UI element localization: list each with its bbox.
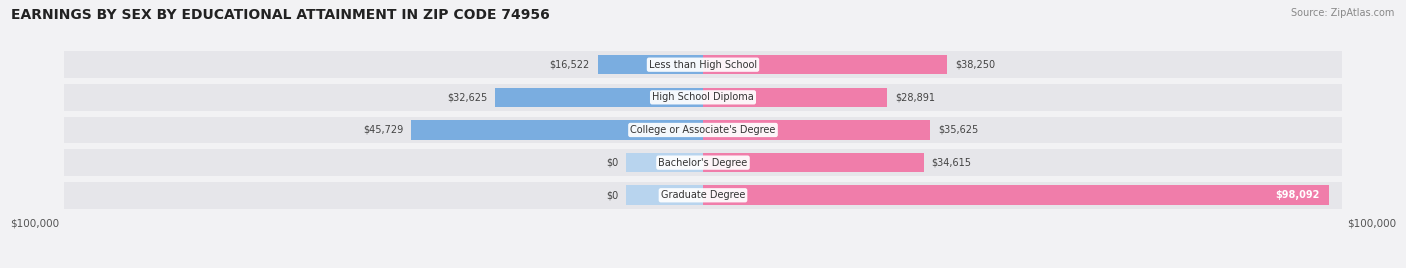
Text: $0: $0 (606, 190, 619, 200)
Text: $32,625: $32,625 (447, 92, 486, 102)
Bar (65, 149, 1341, 176)
Text: $0: $0 (606, 158, 619, 168)
Bar (411, 120, 703, 140)
Text: $98,092: $98,092 (1275, 190, 1320, 200)
Text: $38,250: $38,250 (955, 60, 995, 70)
Bar (627, 185, 703, 205)
Bar (703, 88, 887, 107)
Text: $45,729: $45,729 (363, 125, 404, 135)
Bar (65, 51, 1341, 78)
Text: College or Associate's Degree: College or Associate's Degree (630, 125, 776, 135)
Bar (703, 120, 931, 140)
Text: $35,625: $35,625 (938, 125, 979, 135)
Bar (703, 185, 1329, 205)
Bar (627, 153, 703, 172)
Bar (703, 153, 924, 172)
Text: $16,522: $16,522 (550, 60, 591, 70)
Bar (495, 88, 703, 107)
Text: Graduate Degree: Graduate Degree (661, 190, 745, 200)
Text: $28,891: $28,891 (896, 92, 935, 102)
Text: $34,615: $34,615 (932, 158, 972, 168)
Bar (65, 117, 1341, 143)
Bar (703, 55, 948, 75)
Text: High School Diploma: High School Diploma (652, 92, 754, 102)
Text: $100,000: $100,000 (10, 219, 59, 229)
Text: Source: ZipAtlas.com: Source: ZipAtlas.com (1291, 8, 1395, 18)
Bar (65, 182, 1341, 209)
Text: Less than High School: Less than High School (650, 60, 756, 70)
Text: Bachelor's Degree: Bachelor's Degree (658, 158, 748, 168)
Bar (598, 55, 703, 75)
Text: $100,000: $100,000 (1347, 219, 1396, 229)
Text: EARNINGS BY SEX BY EDUCATIONAL ATTAINMENT IN ZIP CODE 74956: EARNINGS BY SEX BY EDUCATIONAL ATTAINMEN… (11, 8, 550, 22)
Bar (65, 84, 1341, 111)
